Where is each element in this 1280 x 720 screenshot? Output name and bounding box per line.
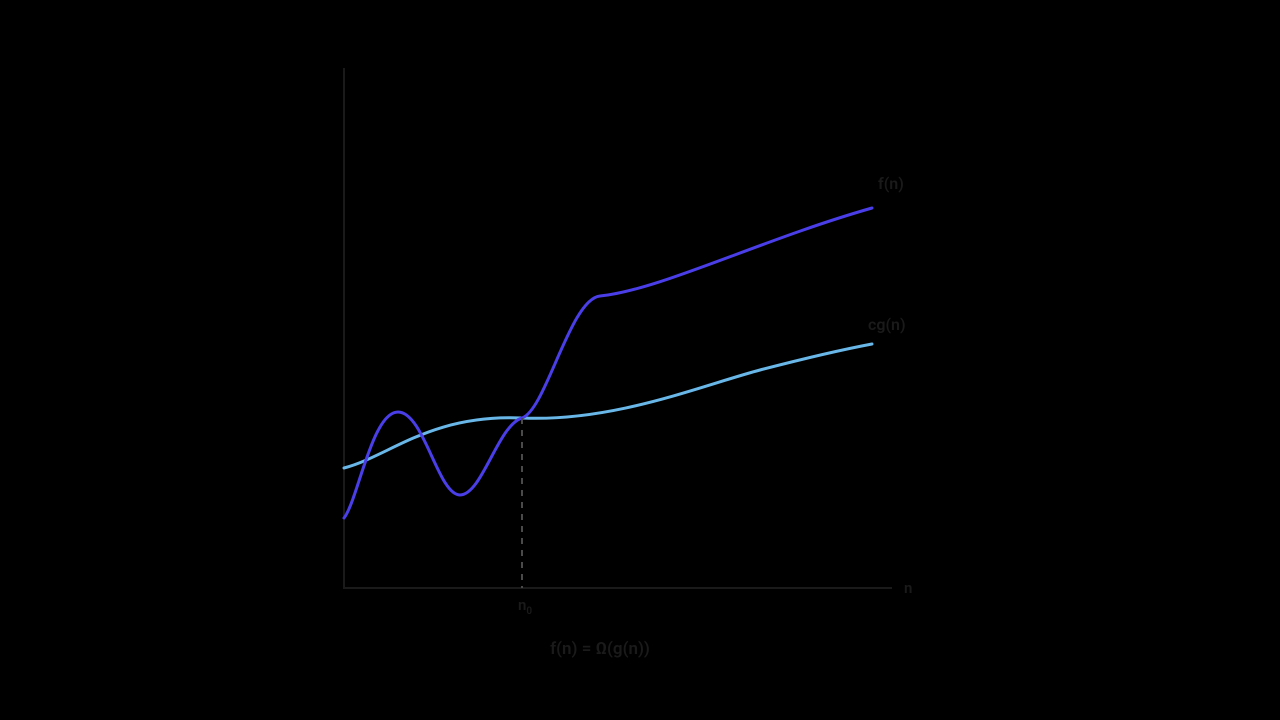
- label-n0-n: n: [518, 596, 526, 614]
- label-n0-sub: 0: [526, 606, 532, 617]
- label-x-axis: n: [904, 579, 912, 597]
- label-cgn: cg(n): [868, 315, 906, 334]
- axes: [344, 68, 892, 588]
- label-fn: f(n): [878, 174, 904, 193]
- caption: f(n) = Ω(g(n)): [550, 639, 650, 659]
- chart-container: f(n) cg(n) n n0 f(n) = Ω(g(n)): [0, 0, 1280, 720]
- label-n0: n0: [518, 596, 532, 617]
- big-omega-chart: f(n) cg(n) n n0 f(n) = Ω(g(n)): [0, 0, 1280, 720]
- curve-cgn: [344, 344, 872, 468]
